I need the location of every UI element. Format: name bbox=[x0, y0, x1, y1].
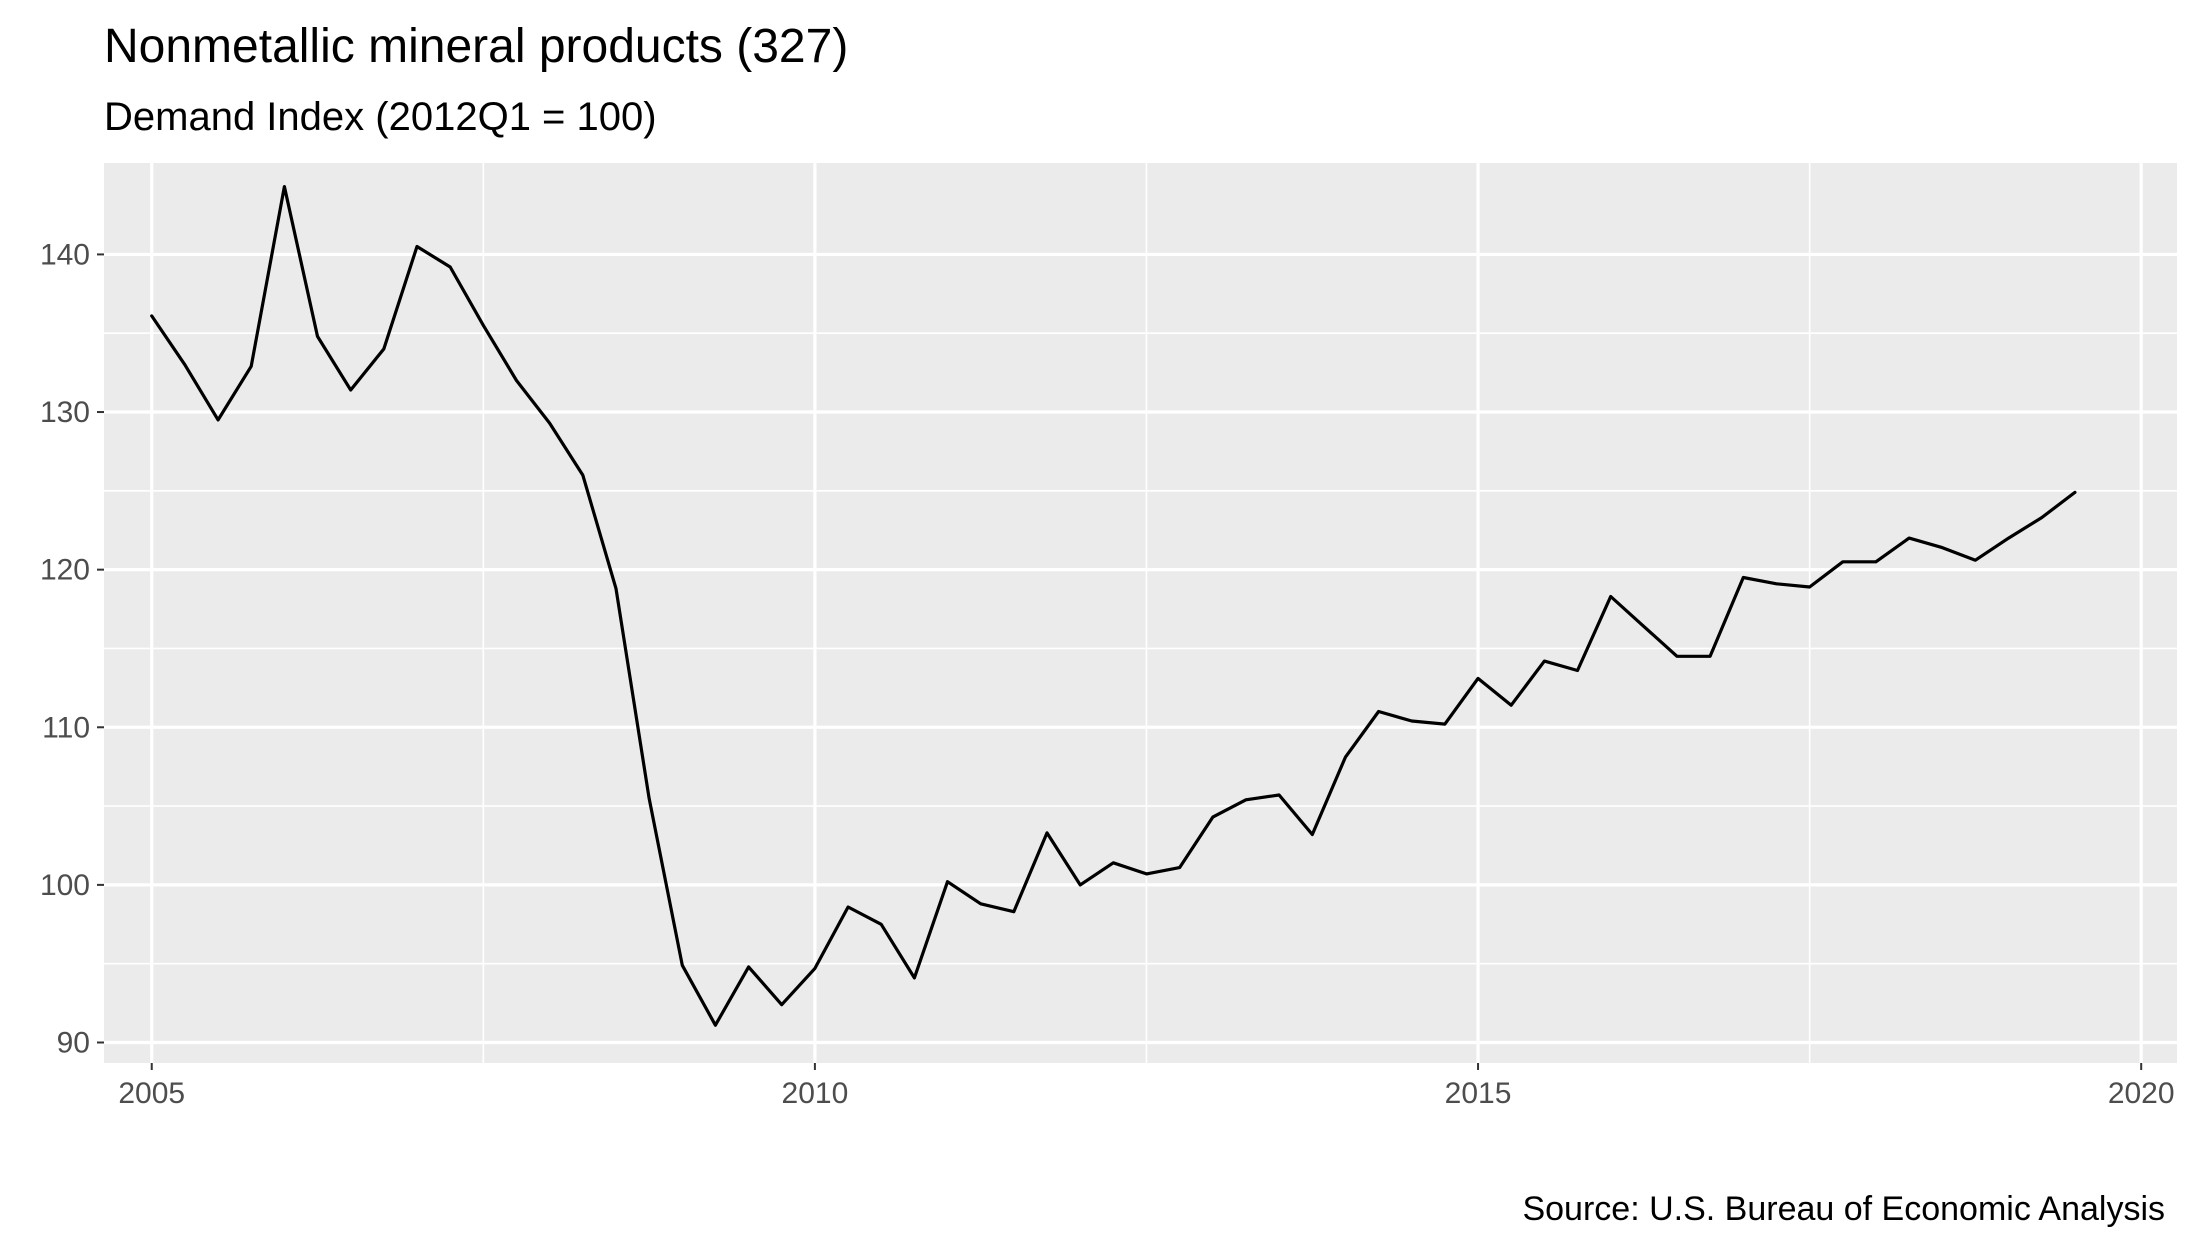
y-tick-label: 110 bbox=[42, 711, 90, 744]
y-tick-label: 130 bbox=[40, 396, 90, 429]
x-tick-label: 2010 bbox=[782, 1077, 849, 1110]
y-tick-label: 100 bbox=[40, 869, 90, 902]
y-tick-label: 90 bbox=[57, 1027, 90, 1060]
x-tick-label: 2015 bbox=[1445, 1077, 1512, 1110]
major-gridlines bbox=[104, 163, 2177, 1063]
x-axis: 2005 2010 2015 2020 bbox=[118, 1063, 2175, 1110]
x-tick-label: 2005 bbox=[118, 1077, 185, 1110]
minor-gridlines bbox=[104, 163, 2177, 1063]
y-axis: 90 100 110 120 130 140 bbox=[40, 238, 104, 1060]
y-tick-label: 120 bbox=[40, 554, 90, 587]
x-tick-label: 2020 bbox=[2108, 1077, 2175, 1110]
chart-title: Nonmetallic mineral products (327) bbox=[104, 20, 848, 73]
series-line bbox=[150, 185, 2077, 1027]
plot-panel bbox=[104, 163, 2177, 1063]
chart-subtitle: Demand Index (2012Q1 = 100) bbox=[104, 95, 657, 139]
chart-caption: Source: U.S. Bureau of Economic Analysis bbox=[1522, 1190, 2165, 1228]
y-tick-label: 140 bbox=[40, 238, 90, 271]
